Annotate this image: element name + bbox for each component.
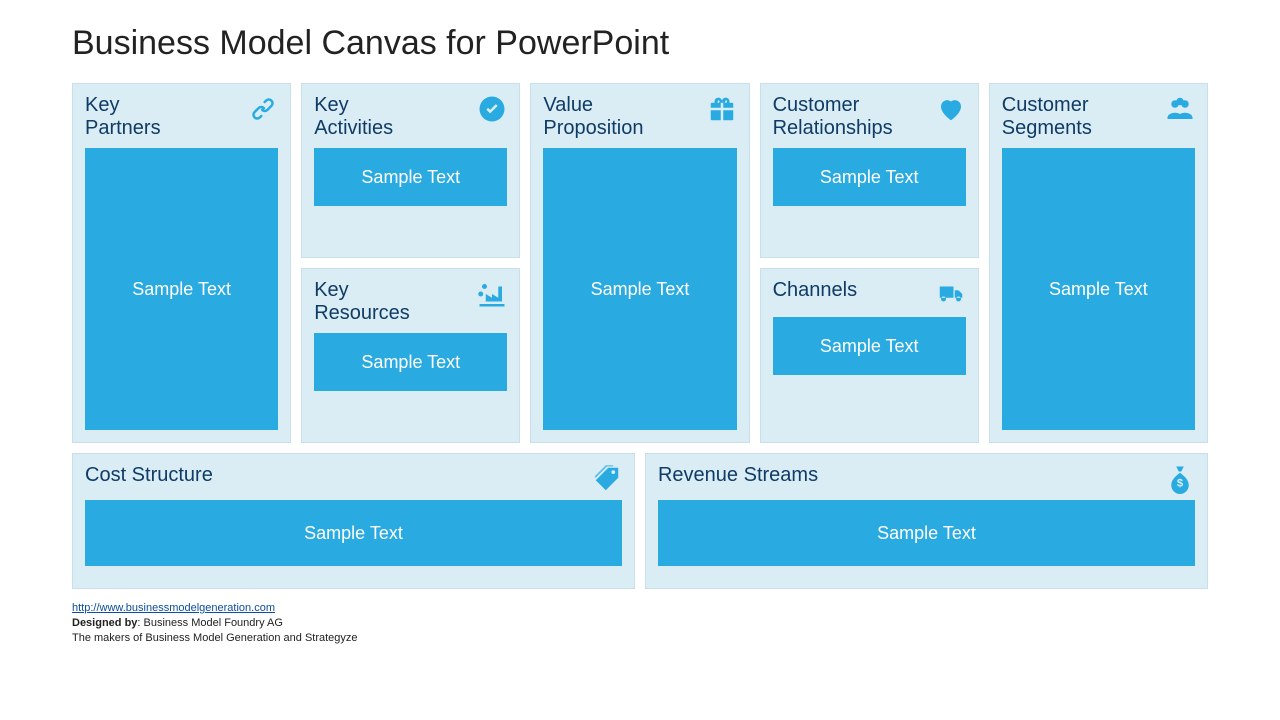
block-value-proposition: ValueProposition Sample Text — [530, 83, 749, 443]
label-customer-relationships: CustomerRelationships — [773, 94, 893, 140]
money-bag-icon: $ — [1165, 464, 1195, 494]
truck-icon — [936, 279, 966, 309]
gift-icon — [707, 94, 737, 124]
link-icon — [248, 94, 278, 124]
block-key-partners: KeyPartners Sample Text — [72, 83, 291, 443]
block-customer-segments: CustomerSegments Sample Text — [989, 83, 1208, 443]
block-customer-relationships: CustomerRelationships Sample Text — [760, 83, 979, 258]
column-relationships-channels: CustomerRelationships Sample Text Channe… — [760, 83, 979, 443]
content-key-partners: Sample Text — [85, 148, 278, 430]
block-key-resources: KeyResources Sample Text — [301, 268, 520, 443]
label-revenue-streams: Revenue Streams — [658, 464, 818, 487]
content-key-resources: Sample Text — [314, 333, 507, 391]
label-cost-structure: Cost Structure — [85, 464, 213, 487]
footer-link[interactable]: http://www.businessmodelgeneration.com — [72, 602, 275, 614]
content-key-activities: Sample Text — [314, 148, 507, 206]
page-title: Business Model Canvas for PowerPoint — [72, 24, 1208, 63]
footer: http://www.businessmodelgeneration.com D… — [72, 601, 1208, 646]
content-customer-segments: Sample Text — [1002, 148, 1195, 430]
label-customer-segments: CustomerSegments — [1002, 94, 1092, 140]
label-value-proposition: ValueProposition — [543, 94, 643, 140]
footer-designed-label: Designed by — [72, 617, 137, 629]
tag-icon — [592, 464, 622, 494]
block-key-activities: KeyActivities Sample Text — [301, 83, 520, 258]
footer-designed-value: : Business Model Foundry AG — [137, 617, 283, 629]
label-channels: Channels — [773, 279, 858, 302]
content-revenue-streams: Sample Text — [658, 500, 1195, 566]
block-revenue-streams: Revenue Streams $ Sample Text — [645, 453, 1208, 589]
content-value-proposition: Sample Text — [543, 148, 736, 430]
block-cost-structure: Cost Structure Sample Text — [72, 453, 635, 589]
check-circle-icon — [477, 94, 507, 124]
column-activities-resources: KeyActivities Sample Text KeyResources S… — [301, 83, 520, 443]
factory-icon — [477, 279, 507, 309]
users-icon — [1165, 94, 1195, 124]
heart-icon — [936, 94, 966, 124]
label-key-partners: KeyPartners — [85, 94, 161, 140]
footer-tagline: The makers of Business Model Generation … — [72, 632, 358, 644]
block-channels: Channels Sample Text — [760, 268, 979, 443]
label-key-activities: KeyActivities — [314, 94, 393, 140]
canvas-grid: KeyPartners Sample Text KeyActivities Sa… — [72, 83, 1208, 589]
bottom-row: Cost Structure Sample Text Revenue Strea… — [72, 453, 1208, 589]
svg-text:$: $ — [1177, 478, 1184, 490]
label-key-resources: KeyResources — [314, 279, 410, 325]
content-channels: Sample Text — [773, 317, 966, 375]
content-customer-relationships: Sample Text — [773, 148, 966, 206]
content-cost-structure: Sample Text — [85, 500, 622, 566]
